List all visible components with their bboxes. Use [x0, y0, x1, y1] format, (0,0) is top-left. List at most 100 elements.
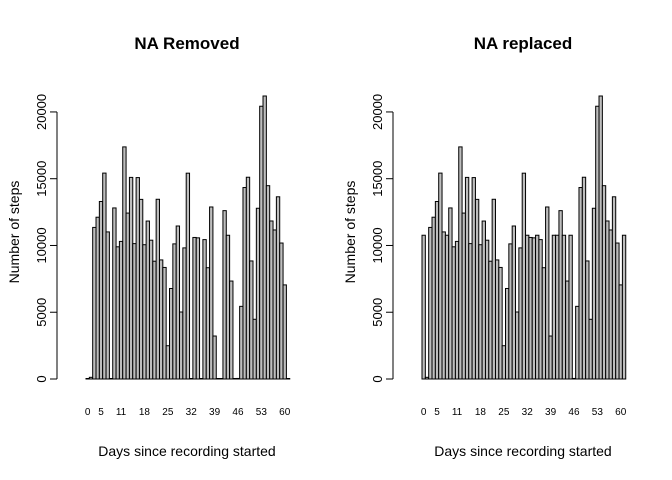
bar-day-38 [209, 206, 214, 380]
y-tick-label: 5000 [370, 298, 385, 327]
bar-day-32 [189, 378, 194, 380]
bar-day-13 [125, 212, 130, 380]
bar-day-5 [434, 200, 440, 380]
bar-day-20 [484, 239, 490, 380]
x-axis-label: Days since recording started [98, 443, 275, 459]
x-tick-label: 5 [98, 407, 104, 418]
bar-day-17 [138, 198, 144, 380]
bar-day-25 [165, 345, 171, 380]
bar-day-53 [259, 105, 264, 380]
x-tick-label: 53 [256, 407, 268, 418]
bar-day-52 [255, 207, 261, 380]
chart-title: NA replaced [474, 34, 573, 53]
y-tick-label: 20000 [370, 94, 385, 130]
bar-day-48 [242, 187, 247, 380]
y-tick-label: 0 [370, 375, 385, 382]
bar-day-19 [481, 220, 486, 380]
bar-day-37 [541, 267, 547, 380]
bar-day-9 [448, 207, 453, 380]
y-tick-label: 15000 [370, 161, 385, 197]
bar-day-29 [179, 311, 184, 380]
bar-day-31 [185, 172, 191, 380]
bar-day-27 [508, 243, 513, 380]
bar-day-54 [598, 95, 603, 380]
bar-day-15 [468, 243, 473, 380]
bar-day-4 [431, 216, 436, 380]
x-tick-label: 18 [139, 407, 151, 418]
y-tick-label: 20000 [34, 94, 49, 130]
bar-day-42 [222, 210, 227, 380]
bar-day-39 [548, 335, 553, 380]
x-tick-label: 60 [279, 407, 291, 418]
bar-day-14 [128, 176, 134, 380]
x-tick-label: 32 [186, 407, 198, 418]
bar-day-56 [269, 220, 274, 380]
bar-day-40 [215, 378, 221, 380]
bar-day-3 [92, 226, 97, 380]
bar-day-32 [525, 234, 530, 380]
x-tick-label: 39 [545, 407, 557, 418]
bar-day-10 [451, 246, 456, 380]
x-tick-label: 0 [85, 407, 91, 418]
bar-day-36 [538, 239, 543, 380]
bar-day-61 [285, 378, 291, 380]
x-tick-label: 39 [209, 407, 221, 418]
y-axis-label: Number of steps [342, 181, 358, 284]
x-tick-label: 18 [475, 407, 487, 418]
bar-day-13 [461, 212, 466, 380]
bar-day-55 [265, 185, 271, 380]
x-tick-label: 25 [498, 407, 510, 418]
bar-day-45 [232, 378, 237, 380]
bar-day-28 [511, 225, 517, 380]
bar-day-2 [88, 376, 94, 380]
bar-day-41 [555, 234, 560, 380]
y-tick-label: 15000 [34, 161, 49, 197]
bar-day-46 [235, 377, 241, 380]
bar-day-25 [501, 345, 507, 380]
bar-day-18 [142, 244, 147, 380]
bar-day-38 [545, 206, 550, 380]
bar-day-43 [225, 234, 231, 380]
bar-day-59 [615, 242, 620, 380]
x-tick-label: 46 [568, 407, 580, 418]
bar-day-48 [578, 187, 583, 380]
bar-day-8 [108, 378, 114, 380]
bar-day-57 [272, 229, 277, 380]
bar-day-61 [621, 234, 627, 380]
bar-day-28 [175, 225, 181, 380]
bar-day-47 [239, 305, 244, 380]
bar-day-60 [618, 284, 623, 380]
bar-day-52 [591, 207, 597, 380]
bar-day-47 [575, 305, 580, 380]
bar-day-8 [444, 234, 450, 380]
x-tick-labels: 0 5 11 18 25 32 39 46 53 60 [421, 407, 627, 418]
bar-day-35 [199, 378, 204, 380]
bar-day-2 [424, 376, 430, 380]
bar-day-7 [105, 231, 110, 380]
bar-day-1 [421, 234, 426, 380]
bar-day-33 [192, 236, 197, 380]
bar-day-24 [162, 266, 167, 380]
bar-day-44 [229, 280, 234, 380]
bar-day-33 [528, 236, 533, 380]
bar-day-56 [605, 220, 610, 380]
bar-day-37 [205, 267, 211, 380]
bar-day-39 [212, 335, 217, 380]
bar-day-6 [102, 172, 107, 380]
bar-day-14 [464, 176, 470, 380]
bar-day-27 [172, 243, 177, 380]
bar-day-4 [95, 216, 100, 380]
bars [421, 95, 627, 380]
bar-day-22 [155, 198, 160, 380]
bar-day-22 [491, 198, 496, 380]
bar-day-60 [282, 284, 287, 380]
bar-day-23 [158, 259, 164, 380]
bar-day-46 [571, 377, 577, 380]
bar-day-21 [488, 260, 493, 380]
y-tick-label: 0 [34, 375, 49, 382]
y-tick-label: 10000 [34, 227, 49, 263]
bar-day-16 [471, 177, 476, 380]
bar-day-16 [135, 177, 140, 380]
bar-day-30 [182, 247, 187, 380]
bar-day-58 [275, 196, 281, 380]
